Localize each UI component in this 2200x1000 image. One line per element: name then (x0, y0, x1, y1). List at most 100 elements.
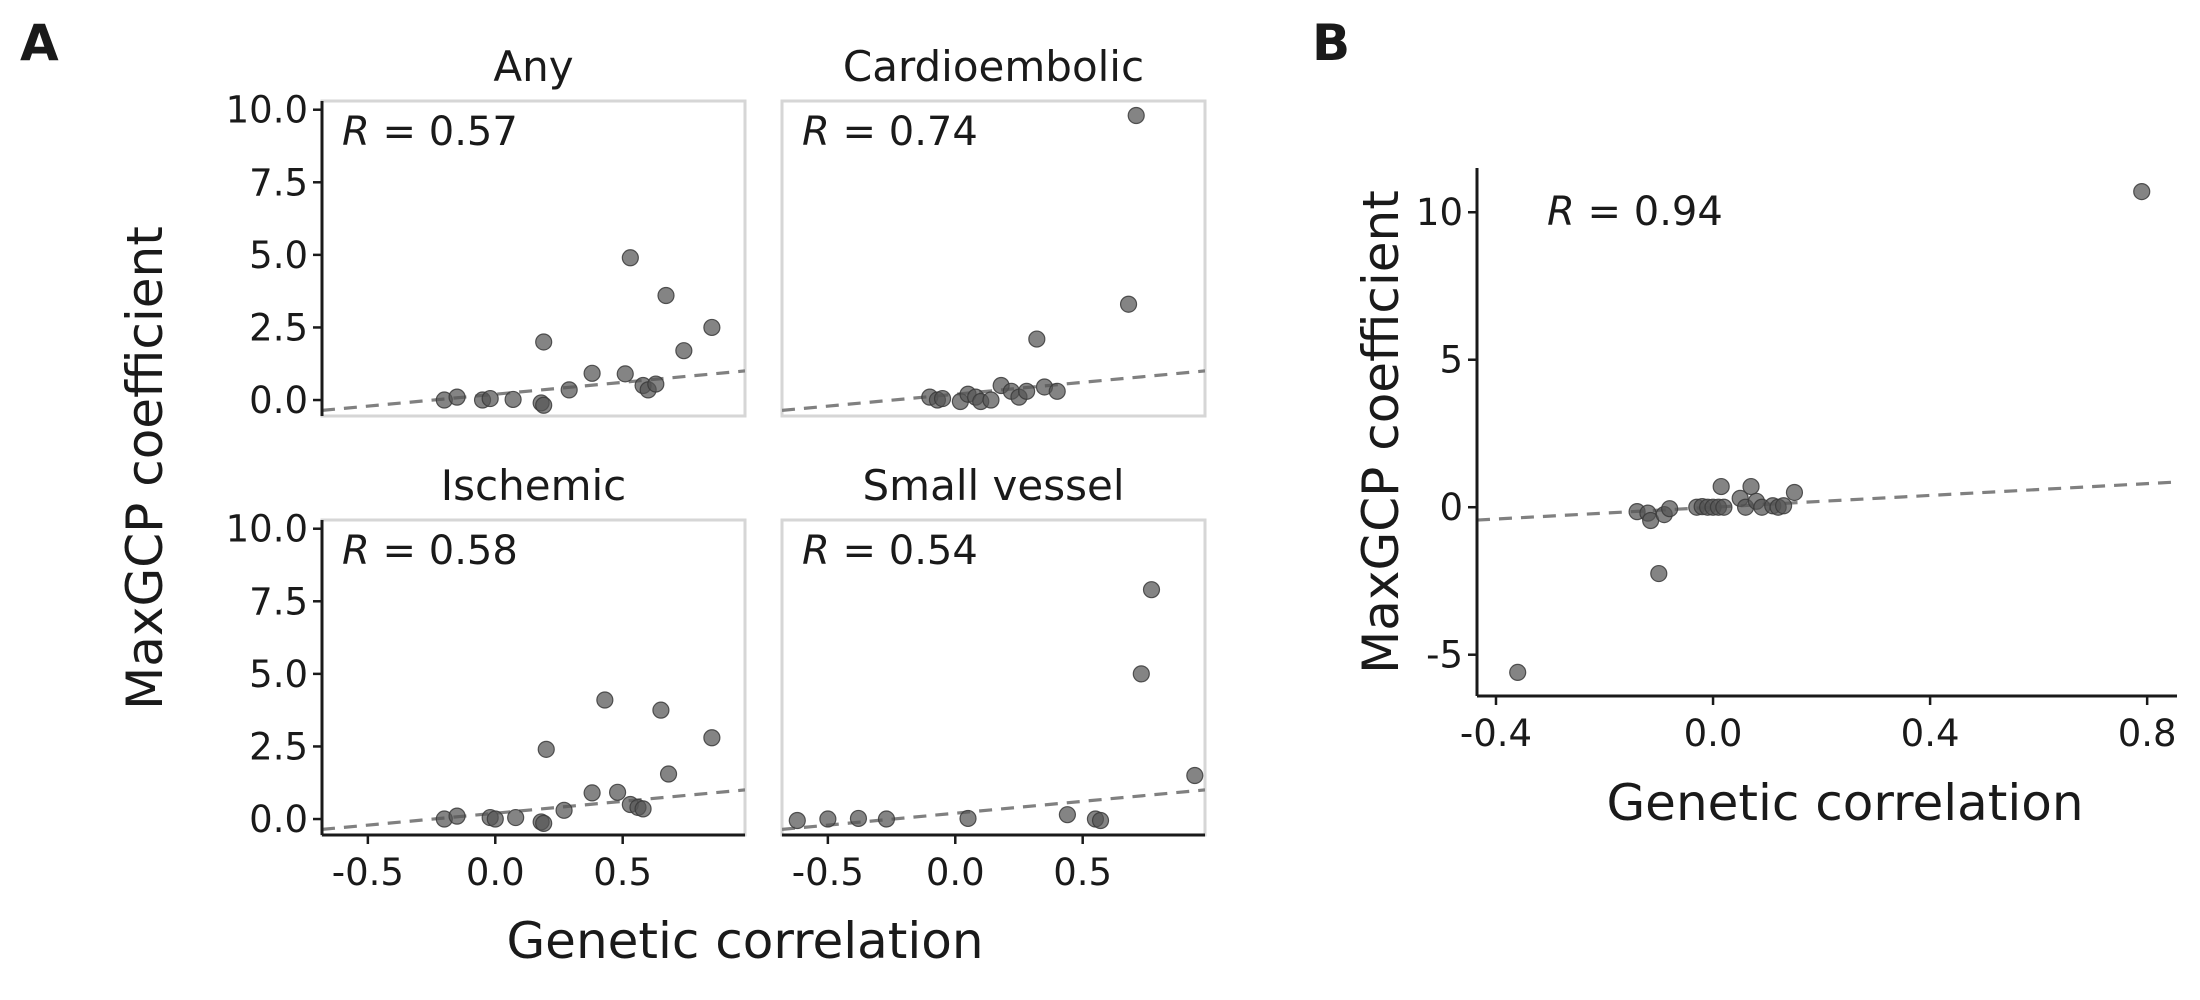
data-point (537, 740, 555, 758)
data-point (560, 381, 578, 399)
data-point (819, 810, 837, 828)
regression-line (782, 369, 1205, 413)
data-point (1119, 295, 1138, 313)
data-point (583, 364, 601, 382)
y-tick-label: 5.0 (249, 234, 308, 277)
y-tick-label: 5.0 (249, 653, 308, 696)
data-point (1650, 564, 1668, 583)
data-point (933, 389, 952, 408)
x-tick-label: 0.0 (466, 851, 525, 894)
data-point (877, 810, 896, 828)
correlation-label-small-vessel: R = 0.54 (802, 528, 978, 574)
x-tick-label: -0.5 (332, 851, 404, 894)
data-point (1018, 382, 1036, 400)
data-point (1048, 382, 1066, 400)
y-tick-label: 0.0 (249, 379, 308, 422)
x-tick-label: 0.5 (593, 851, 652, 894)
data-point (535, 814, 553, 832)
data-point (959, 809, 977, 828)
y-tick-label: 10 (1416, 191, 1463, 234)
data-point (507, 808, 525, 827)
data-point (583, 784, 601, 802)
data-point (659, 765, 678, 783)
facet-ischemic: Ischemic R = 0.58 0.0 2.5 5.0 7.5 10.0 -0.5 0.0 0… (226, 461, 747, 894)
facet-cardioembolic: Cardioembolic R = 0.74 (780, 42, 1207, 418)
data-point (1028, 330, 1046, 348)
data-point (448, 388, 466, 406)
data-point (703, 729, 721, 747)
panel-b-y-axis-title: MaxGCP coefficient (1352, 190, 1410, 674)
x-tick-label: 0.8 (2118, 712, 2177, 755)
regression-line (322, 369, 745, 413)
y-tick-label: 2.5 (249, 306, 308, 349)
data-point (616, 365, 634, 383)
facet-title-any: Any (493, 42, 573, 91)
regression-line (1477, 480, 2177, 522)
data-point (1142, 581, 1161, 599)
data-point (1742, 477, 1760, 496)
y-tick-label: 10.0 (226, 89, 308, 132)
data-point (486, 810, 504, 828)
x-tick-label: 0.0 (926, 851, 985, 894)
data-point (555, 801, 573, 819)
y-tick-label: -5 (1426, 634, 1463, 677)
y-tick-label: 0.0 (249, 798, 308, 841)
x-tick-label: 0.5 (1053, 851, 1112, 894)
correlation-label-cardioembolic: R = 0.74 (802, 109, 978, 155)
facet-any: Any R = 0.57 0.0 2.5 5.0 7.5 10.0 (226, 42, 747, 422)
data-point (1132, 665, 1150, 683)
data-point (703, 318, 721, 337)
correlation-label-ischemic: R = 0.58 (342, 528, 518, 574)
data-point (1785, 483, 1804, 502)
data-point (849, 809, 868, 828)
facet-frame (780, 99, 1207, 418)
data-point (448, 807, 466, 825)
panel-b-scatter: -5 0 5 10 -0.4 0.0 0.4 0.8 R = 0.94 Genetic corre… (1352, 168, 2177, 832)
regression-line (782, 788, 1205, 832)
panel-a-x-axis-title: Genetic correlation (506, 912, 983, 970)
y-tick-label: 0 (1439, 486, 1463, 529)
x-tick-label: 0.4 (1901, 712, 1960, 755)
facet-title-small-vessel: Small vessel (863, 461, 1125, 510)
data-point (1186, 766, 1204, 785)
y-tick-label: 2.5 (249, 725, 308, 768)
data-point (2133, 182, 2151, 201)
data-point (788, 811, 806, 830)
data-point (657, 286, 675, 305)
panel-letter-a: A (20, 14, 59, 72)
data-point (608, 783, 627, 801)
y-tick-label: 10.0 (226, 508, 308, 551)
panel-a-y-axis-title: MaxGCP coefficient (116, 226, 174, 710)
data-point (504, 390, 522, 409)
facet-small-vessel: Small vessel R = 0.54 -0.5 0.0 0.5 (780, 461, 1207, 894)
data-point (1091, 811, 1110, 830)
facet-title-ischemic: Ischemic (441, 461, 627, 510)
data-point (1712, 477, 1730, 496)
correlation-label-any: R = 0.57 (342, 109, 518, 155)
data-point (652, 701, 670, 719)
data-point (1509, 663, 1527, 682)
y-tick-label: 7.5 (249, 580, 308, 623)
facet-title-cardioembolic: Cardioembolic (843, 42, 1144, 91)
data-point (1661, 500, 1679, 518)
panel-letter-b: B (1312, 14, 1350, 72)
data-point (1715, 498, 1733, 516)
y-tick-label: 7.5 (249, 161, 308, 204)
data-point (647, 375, 665, 393)
correlation-label-b: R = 0.94 (1547, 189, 1723, 235)
x-tick-label: -0.4 (1460, 712, 1532, 755)
regression-line (322, 788, 745, 832)
panel-b-x-axis-title: Genetic correlation (1606, 774, 2083, 832)
y-tick-label: 5 (1439, 339, 1463, 382)
data-point (1058, 806, 1076, 824)
data-point (1774, 497, 1793, 515)
data-point (982, 391, 1000, 409)
data-point (596, 691, 614, 709)
data-point (481, 389, 499, 408)
data-point (1127, 106, 1145, 125)
data-point (621, 249, 639, 267)
x-tick-label: 0.0 (1684, 712, 1743, 755)
data-point (675, 342, 693, 360)
x-tick-label: -0.5 (792, 851, 864, 894)
